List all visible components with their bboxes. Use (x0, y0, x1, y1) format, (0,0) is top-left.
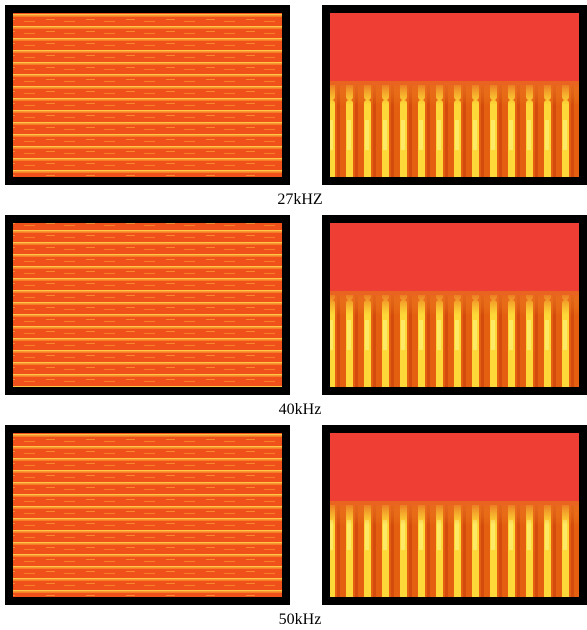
section-background (330, 433, 579, 505)
section-band (330, 81, 579, 105)
section-band (330, 291, 579, 315)
caption: 27kHZ (277, 191, 322, 208)
section-background (330, 223, 579, 295)
panel-row: 50kHz (5, 425, 587, 625)
caption: 50kHz (279, 611, 322, 625)
panel-row: 27kHZ (5, 5, 587, 208)
caption: 40kHz (279, 401, 322, 418)
section-background (330, 13, 579, 85)
section-band (330, 501, 579, 525)
top-view-image (13, 223, 282, 387)
top-view-image (13, 13, 282, 177)
figure: 27kHZ 40kHz 50kHz (0, 0, 587, 625)
page: 27kHZ40kHz50kHz (() => { const data = JS… (0, 0, 587, 625)
top-view-image (13, 433, 282, 597)
panel-row: 40kHz (5, 215, 587, 418)
